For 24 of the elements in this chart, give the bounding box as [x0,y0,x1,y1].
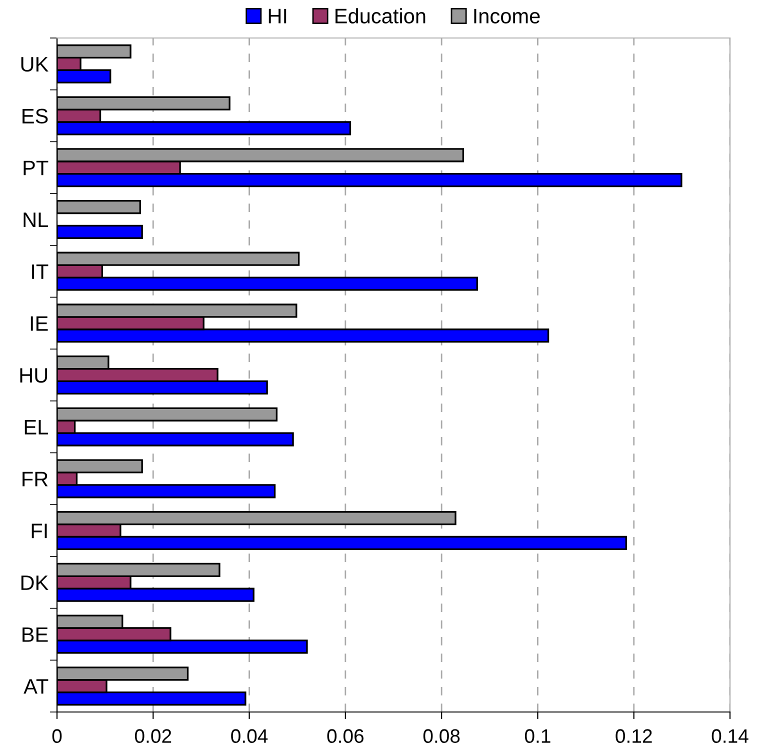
y-tick-label: PT [24,160,48,176]
x-tick-label: 0.12 [616,729,652,743]
x-tick-label: 0.14 [712,729,748,743]
x-tick-label: 0.04 [231,729,268,743]
x-tick-label: 0.1 [524,729,550,743]
y-tick-label: NL [24,212,48,228]
y-tick-label: IE [30,316,48,331]
y-tick-label: FR [22,472,48,486]
x-tick-label: 0.06 [327,729,364,743]
y-tick-label: ES [22,108,48,124]
y-tick-label: AT [24,679,48,694]
y-tick-label: IT [32,264,48,279]
y-tick-label: BE [22,627,48,642]
legend-label: Income [474,8,540,24]
legend-label: Education [336,8,426,24]
y-tick-label: FI [32,524,47,538]
y-tick-label: HU [20,368,48,383]
y-tick-label: EL [24,420,48,434]
x-tick-label: 0.02 [134,729,172,743]
x-tick-label: 0 [52,729,62,743]
y-tick-label: UK [21,57,48,72]
x-tick-label: 0.08 [423,729,460,743]
y-tick-label: DK [21,576,48,590]
legend-label: HI [268,8,286,24]
